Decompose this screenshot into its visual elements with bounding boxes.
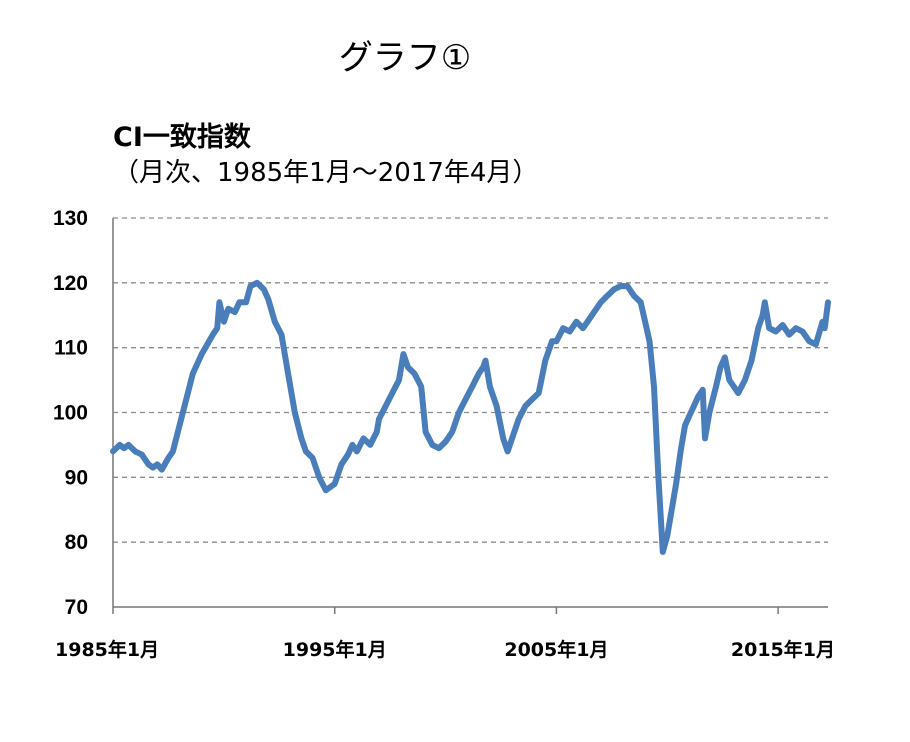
y-tick-label: 130 — [53, 207, 88, 230]
series-line-0 — [110, 279, 831, 555]
y-tick-label: 110 — [54, 337, 88, 360]
chart-subtitle: （月次、1985年1月～2017年4月） — [113, 158, 539, 188]
x-tick-label: 2015年1月 — [731, 638, 835, 661]
chart-title: CI一致指数 — [113, 122, 251, 153]
x-tick-label: 1995年1月 — [283, 638, 387, 661]
y-tick-label: 80 — [65, 531, 88, 554]
graph-number-label: グラフ① — [338, 38, 472, 78]
x-tick-label: 1985年1月 — [55, 638, 159, 661]
y-tick-label: 70 — [65, 596, 88, 619]
y-tick-label: 100 — [53, 402, 88, 425]
x-tick-label: 2005年1月 — [504, 638, 608, 661]
y-tick-label: 120 — [53, 272, 88, 295]
gridlines — [113, 217, 828, 543]
series-layer — [110, 279, 831, 555]
y-tick-label: 90 — [65, 466, 88, 489]
x-axis-ticks: 1985年1月 1995年1月 2005年1月 2015年1月 — [55, 607, 835, 661]
y-axis-ticks: 70 80 90 100 110 120 130 — [53, 207, 88, 619]
